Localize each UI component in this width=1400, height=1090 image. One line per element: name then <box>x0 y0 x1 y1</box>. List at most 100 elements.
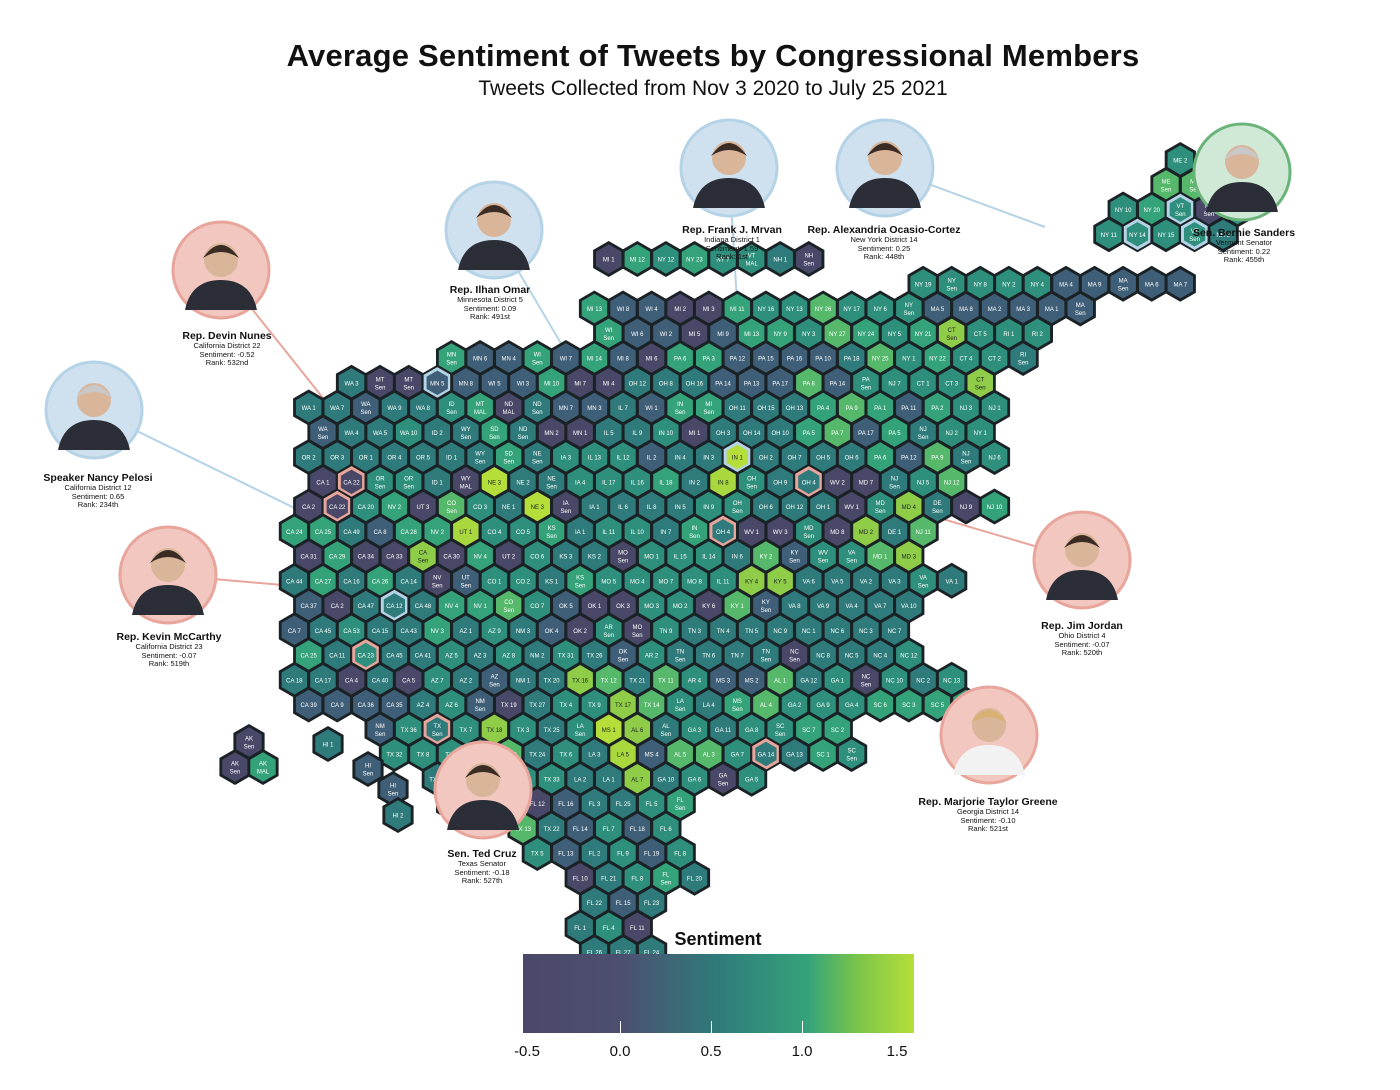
hex-label: NC 3 <box>859 629 873 635</box>
hex-label: CA 5 <box>402 678 416 684</box>
hex-fill <box>453 368 479 398</box>
legend-tick-label: 0.5 <box>700 1043 722 1060</box>
hex-label: PA <box>862 377 870 383</box>
hex-fill <box>810 491 836 522</box>
hex-fill <box>653 516 679 546</box>
hex-fill <box>681 417 708 447</box>
hex-fill <box>638 640 665 670</box>
district-hex: NE 1 <box>493 488 525 525</box>
hex-label: CA 12 <box>386 604 403 610</box>
hex-label: MS 3 <box>716 678 731 684</box>
hex-label: PA 5 <box>888 431 901 437</box>
hex-label: PA 8 <box>803 381 816 387</box>
hex-fill <box>653 665 679 695</box>
hex-fill <box>295 640 322 670</box>
hex-fill <box>510 467 536 497</box>
legend-tickmark <box>620 1021 621 1033</box>
hex-label: AR <box>605 625 614 631</box>
hex-fill <box>353 541 379 571</box>
hex-fill <box>355 754 381 784</box>
hex-label: OR <box>376 476 386 482</box>
district-hex: PA 2 <box>921 389 953 426</box>
district-hex: IL 17 <box>593 463 625 500</box>
hex-label: SD <box>505 452 514 458</box>
district-hex: AL 7 <box>621 760 653 797</box>
hex-label: NC 13 <box>943 678 961 684</box>
district-hex: CA 34 <box>350 538 382 574</box>
hex-label: GA 13 <box>786 753 803 759</box>
hex-fill <box>524 838 550 868</box>
district-hex: PA 7 <box>821 414 853 451</box>
district-hex: GA 10 <box>650 760 682 797</box>
hex-fill <box>338 516 365 546</box>
district-hex: NY 7 <box>707 241 739 277</box>
hex-label: MA 6 <box>1145 282 1159 288</box>
district-hex: KY 6 <box>693 587 725 624</box>
hex-fill <box>395 467 422 497</box>
hex-fill <box>250 752 276 782</box>
hex-fill <box>581 343 608 373</box>
district-hex: VA 5 <box>821 562 853 599</box>
hex-fill <box>596 417 622 447</box>
callout-sentiment: Sentiment: 0.65 <box>71 491 125 501</box>
hex-label: FL 21 <box>601 876 617 882</box>
hex-label: IN 2 <box>689 480 701 486</box>
hex-label: TX 33 <box>544 777 561 783</box>
district-hex: OK 4 <box>536 612 568 649</box>
hex-label: NJ 7 <box>888 381 901 387</box>
district-hex: TN 9 <box>650 612 682 649</box>
hex-label: MO <box>618 551 628 557</box>
hex-fill <box>624 368 650 398</box>
hex-label: Sen <box>532 410 543 416</box>
hex-label: KY 4 <box>745 579 759 585</box>
district-hex: MS 4 <box>636 736 668 772</box>
hex-fill <box>1139 194 1165 225</box>
hex-label: MI <box>705 402 712 408</box>
hex-label: Sen <box>446 410 457 416</box>
callout-rank: Rank: 448th <box>863 252 905 262</box>
district-hex: IL 18 <box>650 463 682 500</box>
hex-label: NY 24 <box>858 332 875 338</box>
district-hex: MN 6 <box>464 340 496 376</box>
hex-fill <box>953 343 979 373</box>
callout-district: California District 22 <box>193 341 261 351</box>
hex-fill <box>738 764 765 794</box>
hex-fill <box>424 516 450 546</box>
hex-fill <box>667 739 693 769</box>
hex-label: CA 25 <box>300 654 317 660</box>
hex-fill <box>767 615 793 645</box>
hex-fill <box>910 417 936 447</box>
hex-label: GA 12 <box>800 678 817 684</box>
district-hex: TX 26 <box>578 637 610 673</box>
hex-fill <box>781 491 808 522</box>
district-hex: FL 22 <box>578 884 610 921</box>
district-hex: PA 13 <box>736 364 768 401</box>
hex-fill <box>410 541 436 571</box>
hex-fill <box>681 318 708 348</box>
district-hex: NJ 5 <box>907 463 939 500</box>
portrait-body <box>458 240 530 270</box>
hex-fill <box>395 665 422 695</box>
hex-fill <box>324 442 350 472</box>
hex-label: Sen <box>618 658 629 664</box>
hex-label: CA 30 <box>443 555 460 561</box>
hex-fill <box>867 392 893 423</box>
hex-label: OH 10 <box>772 431 790 437</box>
hex-label: UT 2 <box>502 555 516 561</box>
hex-fill <box>710 665 736 695</box>
hex-fill <box>681 368 708 398</box>
hex-fill <box>667 491 693 522</box>
district-hex: TN 6 <box>693 637 725 673</box>
hex-highlight-ring <box>752 738 780 770</box>
hex-fill <box>724 442 751 472</box>
hex-label: MD 2 <box>859 530 874 536</box>
district-hex: OH 9 <box>764 463 796 500</box>
hex-label: FL 22 <box>587 901 603 907</box>
district-hex: TX 21 <box>621 661 653 698</box>
hex-label: TX 12 <box>601 678 618 684</box>
hex-label: TX 11 <box>658 678 674 684</box>
hex-label: NC 10 <box>886 678 904 684</box>
